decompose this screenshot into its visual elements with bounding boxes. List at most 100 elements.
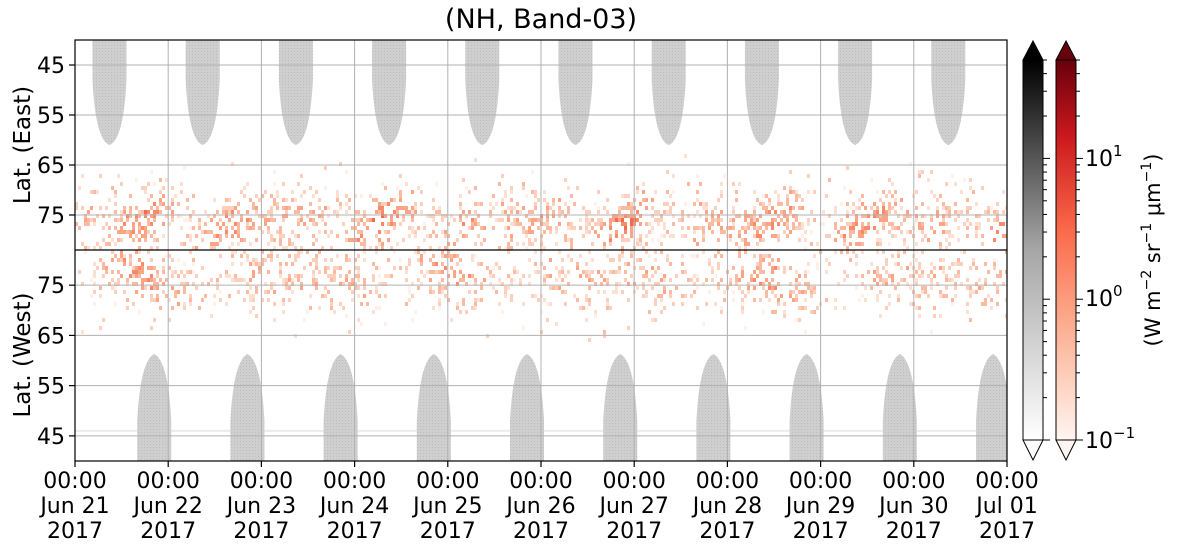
heatmap-cell bbox=[420, 282, 423, 286]
heatmap-cell bbox=[249, 226, 252, 230]
heatmap-cell bbox=[798, 226, 801, 230]
heatmap-cell bbox=[378, 242, 381, 246]
heatmap-cell bbox=[588, 278, 591, 282]
heatmap-cell bbox=[669, 294, 672, 298]
heatmap-cell bbox=[609, 258, 612, 262]
heatmap-cell bbox=[135, 282, 138, 286]
heatmap-cell bbox=[759, 298, 762, 302]
heatmap-cell bbox=[615, 214, 618, 218]
heatmap-cell bbox=[900, 266, 903, 270]
heatmap-cell bbox=[378, 230, 381, 234]
heatmap-cell bbox=[801, 234, 804, 238]
heatmap-cell bbox=[399, 266, 402, 270]
heatmap-cell bbox=[558, 210, 561, 214]
heatmap-cell bbox=[336, 198, 339, 202]
heatmap-cell bbox=[474, 186, 477, 190]
heatmap-cell bbox=[957, 274, 960, 278]
heatmap-cell bbox=[975, 290, 978, 294]
heatmap-cell bbox=[408, 286, 411, 290]
heatmap-cell bbox=[768, 254, 771, 258]
heatmap-cell bbox=[789, 210, 792, 214]
heatmap-cell bbox=[123, 222, 126, 226]
heatmap-cell bbox=[879, 218, 882, 222]
heatmap-cell bbox=[954, 282, 957, 286]
heatmap-cell bbox=[429, 214, 432, 218]
heatmap-cell bbox=[897, 294, 900, 298]
heatmap-cell bbox=[264, 282, 267, 286]
heatmap-cell bbox=[963, 178, 966, 182]
heatmap-cell bbox=[864, 298, 867, 302]
heatmap-cell bbox=[312, 282, 315, 286]
heatmap-cell bbox=[123, 206, 126, 210]
heatmap-cell bbox=[753, 214, 756, 218]
heatmap-cell bbox=[393, 226, 396, 230]
heatmap-cell bbox=[735, 274, 738, 278]
heatmap-cell bbox=[954, 202, 957, 206]
heatmap-cell bbox=[987, 206, 990, 210]
heatmap-cell bbox=[936, 206, 939, 210]
heatmap-cell bbox=[492, 266, 495, 270]
heatmap-cell bbox=[504, 190, 507, 194]
heatmap-cell bbox=[984, 262, 987, 266]
heatmap-cell bbox=[270, 206, 273, 210]
heatmap-cell bbox=[315, 282, 318, 286]
heatmap-cell bbox=[378, 206, 381, 210]
heatmap-cell bbox=[102, 238, 105, 242]
heatmap-cell bbox=[225, 302, 228, 306]
heatmap-cell bbox=[402, 218, 405, 222]
heatmap-cell bbox=[342, 282, 345, 286]
heatmap-cell bbox=[237, 278, 240, 282]
heatmap-cell bbox=[966, 198, 969, 202]
heatmap-cell bbox=[888, 206, 891, 210]
heatmap-cell bbox=[282, 246, 285, 250]
heatmap-cell bbox=[654, 258, 657, 262]
heatmap-cell bbox=[393, 210, 396, 214]
heatmap-cell bbox=[975, 202, 978, 206]
heatmap-cell bbox=[210, 242, 213, 246]
heatmap-cell bbox=[966, 206, 969, 210]
heatmap-cell bbox=[327, 266, 330, 270]
heatmap-cell bbox=[144, 186, 147, 190]
heatmap-cell bbox=[861, 222, 864, 226]
heatmap-cell bbox=[603, 270, 606, 274]
heatmap-cell bbox=[486, 334, 489, 338]
heatmap-cell bbox=[615, 218, 618, 222]
heatmap-cell bbox=[372, 310, 375, 314]
heatmap-cell bbox=[645, 290, 648, 294]
heatmap-cell bbox=[114, 254, 117, 258]
heatmap-cell bbox=[693, 238, 696, 242]
heatmap-cell bbox=[855, 214, 858, 218]
heatmap-cell bbox=[834, 210, 837, 214]
heatmap-cell bbox=[855, 262, 858, 266]
heatmap-cell bbox=[792, 298, 795, 302]
heatmap-cell bbox=[939, 194, 942, 198]
heatmap-cell bbox=[765, 294, 768, 298]
heatmap-cell bbox=[687, 226, 690, 230]
heatmap-cell bbox=[861, 294, 864, 298]
heatmap-cell bbox=[417, 286, 420, 290]
heatmap-cell bbox=[342, 222, 345, 226]
heatmap-cell bbox=[153, 298, 156, 302]
heatmap-cell bbox=[474, 282, 477, 286]
heatmap-cell bbox=[681, 210, 684, 214]
heatmap-cell bbox=[372, 274, 375, 278]
heatmap-cell bbox=[99, 246, 102, 250]
heatmap-cell bbox=[954, 274, 957, 278]
heatmap-cell bbox=[81, 206, 84, 210]
heatmap-cell bbox=[738, 234, 741, 238]
heatmap-cell bbox=[495, 262, 498, 266]
heatmap-cell bbox=[333, 278, 336, 282]
heatmap-cell bbox=[375, 306, 378, 310]
colorbar-tick-1e1: 101 bbox=[1085, 142, 1123, 172]
heatmap-cell bbox=[1005, 206, 1007, 210]
heatmap-cell bbox=[252, 262, 255, 266]
heatmap-cell bbox=[93, 218, 96, 222]
colorbar-reds-extend-max bbox=[1055, 39, 1077, 61]
heatmap-cell bbox=[903, 250, 906, 254]
heatmap-cell bbox=[189, 234, 192, 238]
heatmap-cell bbox=[480, 226, 483, 230]
heatmap-cell bbox=[792, 206, 795, 210]
heatmap-cell bbox=[546, 274, 549, 278]
heatmap-cell bbox=[114, 286, 117, 290]
heatmap-cell bbox=[774, 234, 777, 238]
